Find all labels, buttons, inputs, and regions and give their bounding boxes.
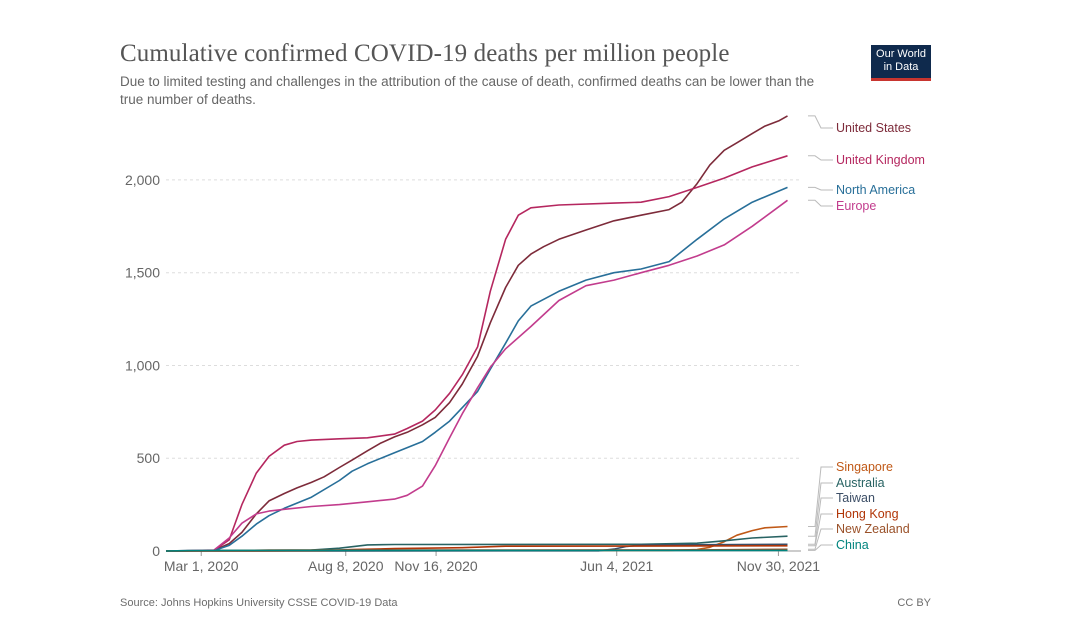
y-tick-label: 1,500 (125, 265, 160, 281)
series-label: Hong Kong (836, 507, 899, 521)
series-line-united-states (165, 115, 788, 552)
series-line-europe (165, 199, 788, 552)
label-connector (808, 528, 833, 550)
owid-logo[interactable]: Our World in Data (871, 45, 931, 81)
logo-line-1: Our World (876, 48, 926, 60)
series-label: United States (836, 121, 911, 135)
label-connector (808, 186, 833, 191)
label-connector (808, 466, 833, 527)
x-tick-label: Mar 1, 2020 (164, 558, 239, 574)
y-tick-label: 0 (152, 543, 160, 559)
series-label: Singapore (836, 460, 893, 474)
source-note[interactable]: Source: Johns Hopkins University CSSE CO… (120, 597, 398, 609)
license-link[interactable]: CC BY (897, 597, 931, 609)
y-tick-label: 1,000 (125, 357, 160, 373)
label-connector (808, 155, 833, 161)
chart-subtitle: Due to limited testing and challenges in… (120, 74, 815, 107)
logo-line-2: in Data (883, 60, 919, 73)
x-tick-label: Nov 16, 2020 (394, 558, 477, 574)
x-tick-label: Aug 8, 2020 (308, 558, 384, 574)
series-label: Australia (836, 476, 885, 490)
series-line-united-kingdom (165, 155, 788, 552)
series-label: Europe (836, 199, 876, 213)
series-line-china (165, 549, 788, 552)
label-connector (808, 115, 833, 129)
series-line-north-america (165, 186, 788, 552)
y-tick-label: 2,000 (125, 172, 160, 188)
x-tick-label: Jun 4, 2021 (580, 558, 653, 574)
label-connector (808, 513, 833, 547)
x-tick-label: Nov 30, 2021 (737, 558, 820, 574)
series-label: Taiwan (836, 491, 875, 505)
series-label: China (836, 538, 869, 552)
label-connector (808, 544, 833, 551)
label-connector (808, 482, 833, 537)
series-label: New Zealand (836, 522, 910, 536)
chart-title: Cumulative confirmed COVID-19 deaths per… (120, 40, 730, 67)
series-label: United Kingdom (836, 153, 925, 167)
series-label: North America (836, 183, 915, 197)
label-connector (808, 497, 833, 545)
series-line-australia (165, 535, 788, 552)
label-connector (808, 199, 833, 207)
y-tick-label: 500 (137, 450, 161, 466)
